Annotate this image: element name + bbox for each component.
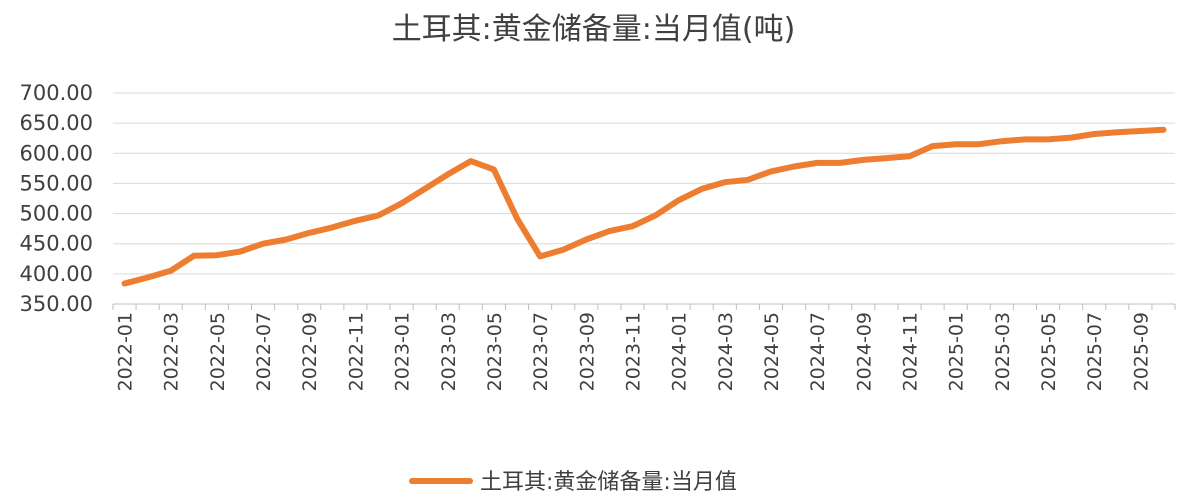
x-tick-label: 2025-01 <box>946 312 968 391</box>
x-tick-label: 2023-05 <box>484 312 506 391</box>
x-tick-label: 2024-11 <box>900 312 922 391</box>
x-tick-label: 2024-09 <box>853 312 875 391</box>
y-tick-label: 650.00 <box>20 111 93 135</box>
y-tick-label: 550.00 <box>20 171 93 195</box>
x-tick-label: 2022-11 <box>345 312 367 391</box>
x-tick-label: 2024-07 <box>807 312 829 391</box>
x-tick-label: 2024-01 <box>669 312 691 391</box>
legend: 土耳其:黄金储备量:当月值 <box>409 470 737 495</box>
x-tick-label: 2022-01 <box>115 312 137 391</box>
x-axis: 2022-01 2022-03 2022-05 2022-07 2022-09 2022-… <box>112 303 1176 391</box>
y-tick-label: 600.00 <box>20 141 93 165</box>
x-tick-label: 2022-09 <box>299 312 321 391</box>
x-tick-label: 2022-03 <box>161 312 183 391</box>
chart-title: 土耳其:黄金储备量:当月值(吨) <box>391 12 796 47</box>
x-tick-label: 2022-05 <box>207 312 229 391</box>
y-axis: 350.00 400.00 450.00 500.00 550.00 600.00 650.… <box>20 81 93 316</box>
gridlines <box>113 92 1175 305</box>
x-tick-label: 2023-11 <box>622 312 644 391</box>
y-tick-label: 500.00 <box>20 202 93 226</box>
x-tick-label: 2025-09 <box>1130 312 1152 391</box>
x-tick-label: 2024-03 <box>715 312 737 391</box>
x-tick-label: 2025-07 <box>1084 312 1106 391</box>
series-layer <box>121 126 1167 287</box>
x-tick-label: 2025-05 <box>1038 312 1060 391</box>
x-tick-label: 2025-03 <box>992 312 1014 391</box>
x-tick-label: 2023-03 <box>438 312 460 391</box>
y-tick-label: 350.00 <box>20 292 93 316</box>
x-tick-label: 2024-05 <box>761 312 783 391</box>
series-line <box>121 126 1167 287</box>
y-tick-label: 700.00 <box>20 81 93 105</box>
x-tick-label: 2023-09 <box>576 312 598 391</box>
legend-label: 土耳其:黄金储备量:当月值 <box>480 470 737 495</box>
y-tick-label: 450.00 <box>20 232 93 256</box>
x-tick-label: 2023-07 <box>530 312 552 391</box>
x-tick-label: 2023-01 <box>392 312 414 391</box>
y-tick-label: 400.00 <box>20 262 93 286</box>
x-tick-label: 2022-07 <box>253 312 275 391</box>
